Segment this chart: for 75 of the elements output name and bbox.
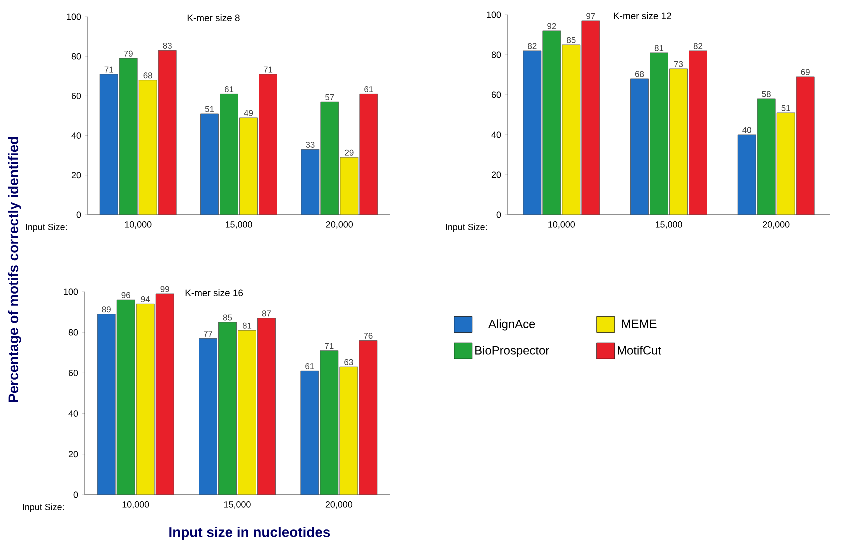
data-label: 61 [364, 86, 374, 92]
y-tick-label: 60 [68, 370, 78, 376]
data-label: 58 [762, 91, 771, 98]
data-label: 33 [306, 142, 315, 148]
data-label: 49 [244, 110, 254, 116]
data-label: 89 [102, 306, 111, 313]
data-label: 71 [264, 66, 273, 73]
y-tick-label: 100 [64, 288, 78, 296]
y-tick-label: 20 [492, 172, 502, 178]
x-tick-label: 20,000 [326, 502, 353, 509]
legend-label: MEME [622, 320, 657, 328]
chart-title: K-mer size 12 [614, 12, 672, 20]
chart-title: K-mer size 16 [186, 290, 244, 296]
legend-label: AlignAce [488, 320, 536, 331]
x-axis-title: Input size in nucleotides [170, 527, 330, 540]
data-label: 68 [635, 71, 644, 78]
x-tick-label: 15,000 [226, 222, 252, 229]
y-tick-label: 100 [487, 12, 502, 18]
y-tick-label: 80 [72, 53, 82, 60]
x-tick-label: 10,000 [548, 222, 576, 229]
data-label: 79 [124, 50, 133, 57]
data-label: 81 [654, 45, 664, 52]
data-label: 81 [242, 322, 252, 329]
x-tick-label: 10,000 [125, 222, 152, 229]
data-label: 71 [104, 66, 114, 73]
data-label: 83 [163, 42, 172, 49]
x-tick-label: 15,000 [224, 502, 251, 509]
y-tick-label: 40 [492, 132, 502, 138]
data-label: 51 [205, 106, 214, 112]
data-label: 82 [694, 43, 703, 50]
legend-label: MotifCut [618, 346, 662, 355]
x-tick-label: 20,000 [763, 222, 790, 229]
y-tick-label: 0 [496, 212, 502, 218]
y-tick-label: 80 [68, 329, 78, 336]
text: Input Size: [23, 504, 64, 512]
y-tick-label: 0 [74, 492, 78, 498]
text: Input Size: [26, 224, 67, 232]
data-label: 71 [325, 343, 334, 350]
data-label: 85 [223, 314, 232, 321]
y-tick-label: 20 [72, 172, 82, 179]
data-label: 77 [204, 331, 213, 337]
x-tick-label: 10,000 [122, 502, 150, 509]
y-tick-label: 100 [67, 14, 82, 20]
data-label: 63 [344, 359, 354, 366]
data-label: 69 [801, 69, 810, 76]
data-label: 85 [567, 37, 576, 44]
data-label: 61 [224, 86, 234, 92]
data-label: 51 [782, 105, 790, 112]
y-tick-label: 60 [72, 93, 82, 100]
y-tick-label: 60 [492, 92, 502, 98]
y-tick-label: 80 [492, 52, 502, 58]
data-label: 40 [742, 127, 752, 134]
data-label: 94 [141, 296, 150, 302]
y-axis-title: Percentage of motifs correctly identified [8, 137, 22, 402]
data-label: 82 [528, 43, 537, 50]
data-label: 68 [144, 72, 152, 79]
data-label: 87 [262, 310, 272, 317]
data-label: 92 [548, 23, 556, 30]
data-label: 29 [345, 150, 354, 156]
legend-label: BioProspector [476, 346, 550, 358]
y-tick-label: 40 [72, 132, 82, 139]
data-label: 61 [306, 363, 314, 370]
data-label: 76 [364, 333, 373, 339]
data-label: 99 [160, 286, 170, 292]
chart-title: K-mer size 8 [188, 14, 240, 22]
data-label: 96 [122, 292, 130, 298]
x-tick-label: 15,000 [656, 222, 682, 229]
data-label: 97 [586, 13, 596, 20]
text: Input Size: [446, 224, 487, 232]
y-tick-label: 0 [76, 212, 82, 218]
data-label: 57 [326, 94, 334, 100]
y-tick-label: 40 [68, 410, 78, 417]
data-label: 73 [674, 61, 684, 68]
y-tick-label: 20 [68, 451, 78, 458]
x-tick-label: 20,000 [326, 222, 354, 229]
